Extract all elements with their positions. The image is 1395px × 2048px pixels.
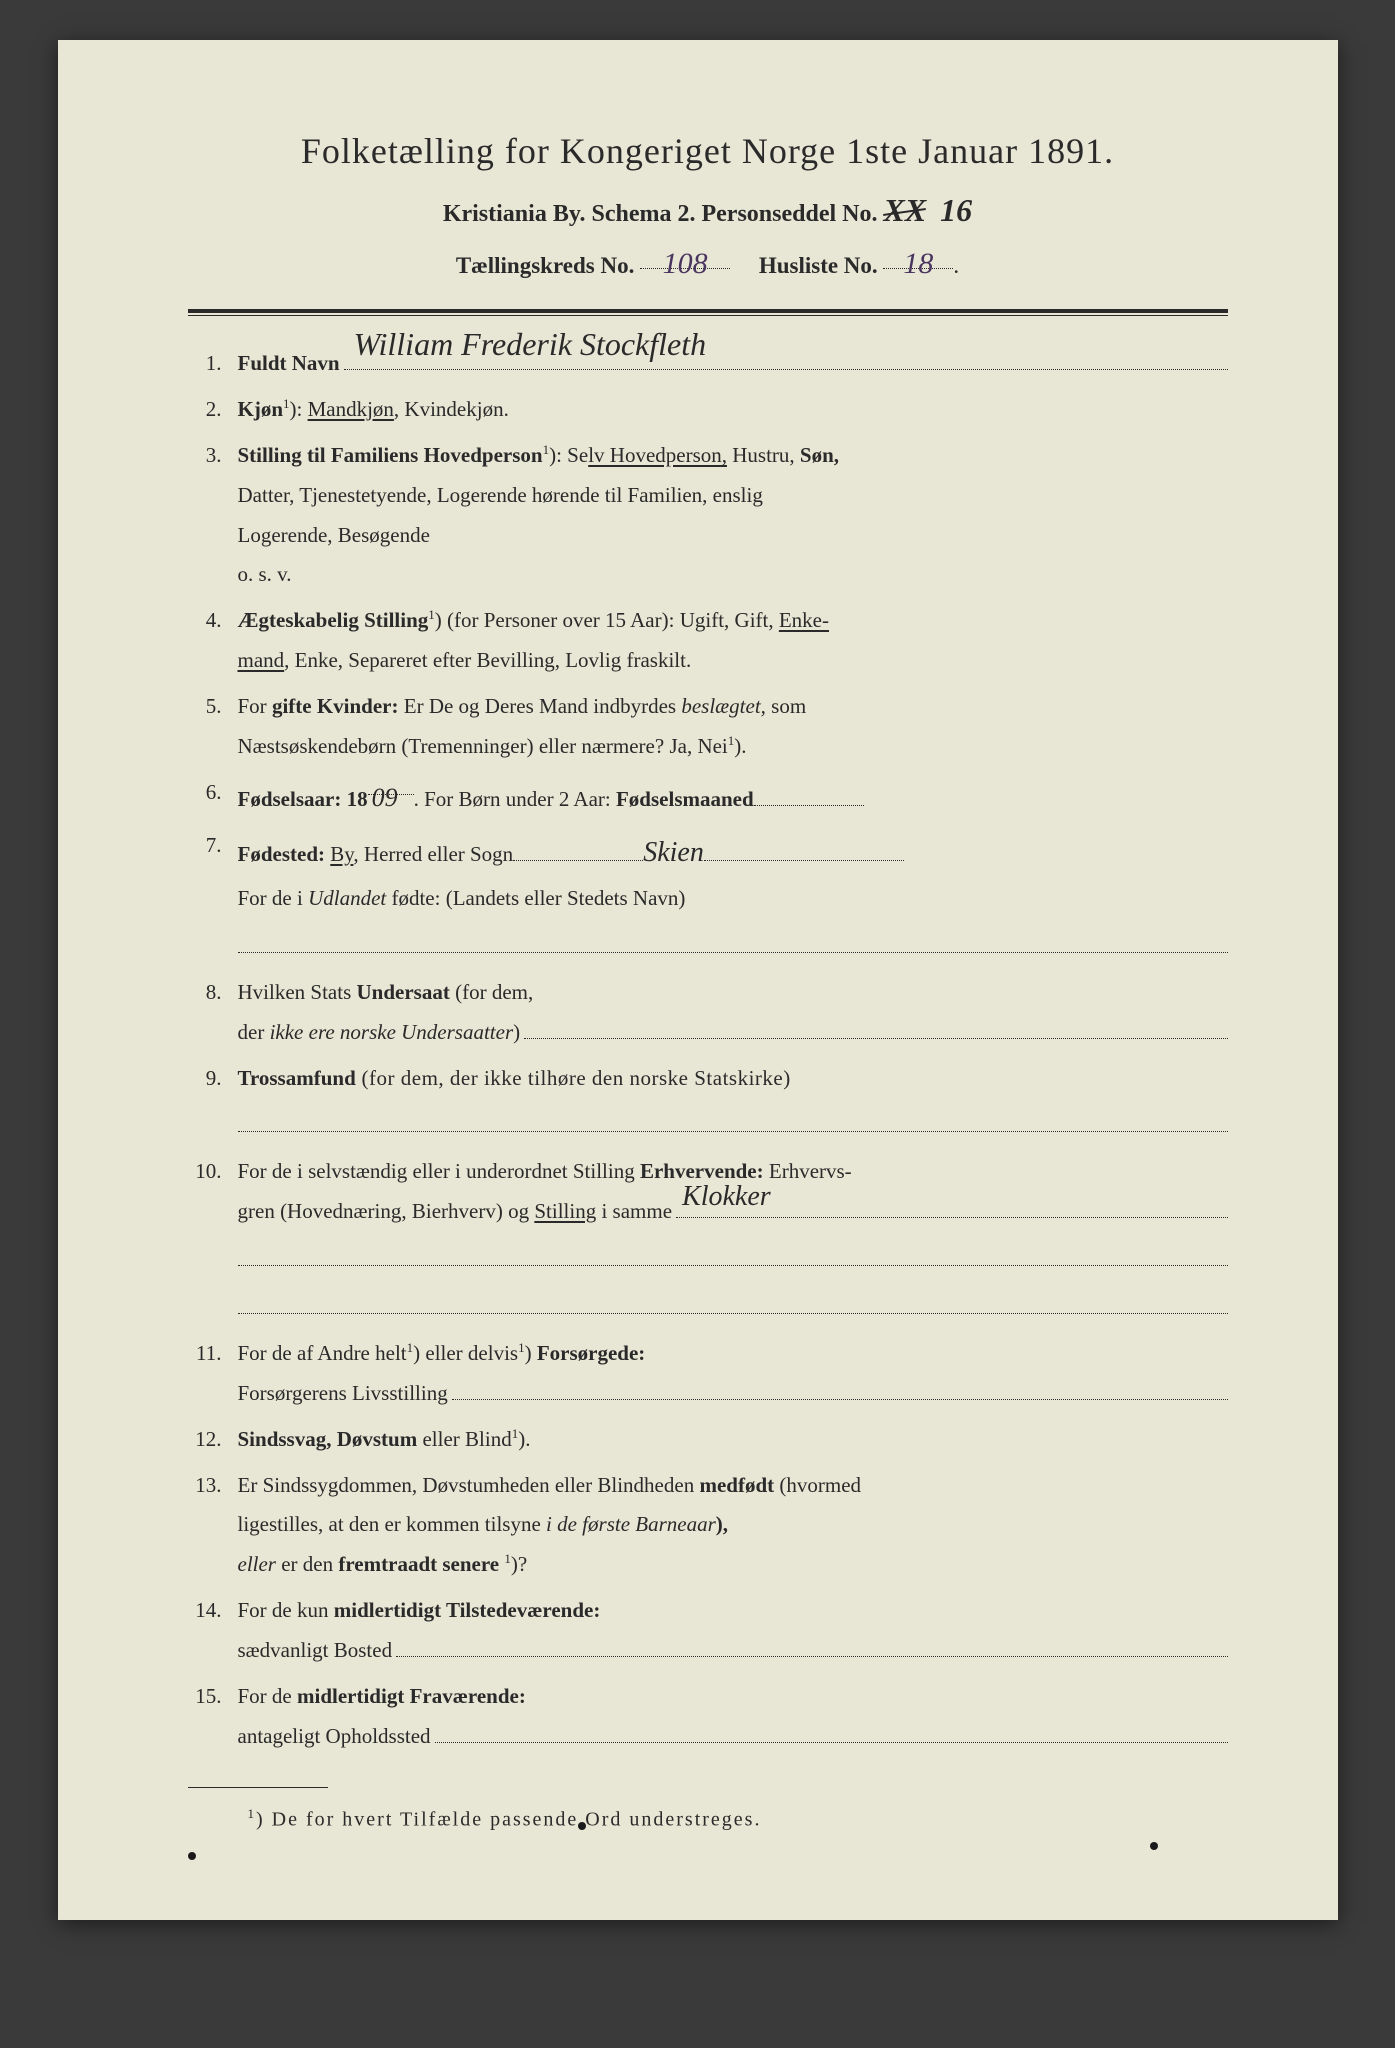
ink-dot [1150,1842,1158,1850]
title-sub-prefix: Kristiania By. Schema 2. Personseddel No… [443,201,878,227]
item-num: 1. [188,344,238,384]
title-main: Folketælling for Kongeriget Norge 1ste J… [188,130,1228,172]
item-3-selected: lv Hovedperson, [588,443,727,467]
footnote-rule [188,1787,328,1788]
item-num: 4. [188,601,238,641]
item-3-line2: Datter, Tjenestetyende, Logerende hørend… [238,483,763,507]
item-num: 14. [188,1591,238,1631]
ink-dot [188,1852,196,1860]
birthplace-value: Skien [643,837,704,868]
item-4-selected-a: Enke- [779,608,829,632]
item-6: 6. Fødselsaar: 1809. For Børn under 2 Aa… [188,773,1228,820]
birthyear-value: 09 [372,783,398,812]
item-2: 2. Kjøn1): Mandkjøn, Kvindekjøn. [188,390,1228,430]
taelling-no: 108 [663,247,708,280]
item-num: 7. [188,826,238,866]
item-4-selected-b: mand [238,648,285,672]
dotted-line [238,1110,1228,1132]
item-num: 3. [188,436,238,476]
item-11: 11. For de af Andre helt1) eller delvis1… [188,1334,1228,1414]
item-4-label: Ægteskabelig Stilling [238,608,429,632]
item-10: 10. For de i selvstændig eller i underor… [188,1152,1228,1328]
sup: 1 [283,396,290,411]
item-13: 13. Er Sindssygdommen, Døvstumheden elle… [188,1466,1228,1586]
item-num: 12. [188,1420,238,1460]
item-num: 11. [188,1334,238,1374]
item-1-label: Fuldt Navn [238,344,340,384]
occupation-value: Klokker [682,1170,771,1223]
item-2-selected: Mandkjøn [308,397,394,421]
dotted-line [238,1292,1228,1314]
item-num: 10. [188,1152,238,1192]
census-form-page: Folketælling for Kongeriget Norge 1ste J… [58,40,1338,1920]
item-num: 2. [188,390,238,430]
ink-dot [578,1822,586,1830]
item-12: 12. Sindssvag, Døvstum eller Blind1). [188,1420,1228,1460]
divider-top [188,309,1228,316]
item-4: 4. Ægteskabelig Stilling1) (for Personer… [188,601,1228,681]
dotted-line [238,1244,1228,1266]
title-sub: Kristiania By. Schema 2. Personseddel No… [188,192,1228,229]
personseddel-crossed: XX [883,192,926,229]
form-header: Folketælling for Kongeriget Norge 1ste J… [188,130,1228,279]
item-15: 15. For de midlertidigt Fraværende: anta… [188,1677,1228,1757]
item-7-selected: By [330,842,353,866]
personseddel-no: 16 [940,192,972,228]
title-kreds: Tællingskreds No. 108 Husliste No. 18. [188,247,1228,279]
footnote: 1) De for hvert Tilfælde passende Ord un… [188,1806,1228,1832]
husliste-label: Husliste No. [759,253,878,278]
fullname-value: William Frederik Stockfleth [354,314,707,375]
item-3-label: Stilling til Familiens Hovedperson [238,443,543,467]
item-9: 9. Trossamfund (for dem, der ikke tilhør… [188,1059,1228,1147]
item-8: 8. Hvilken Stats Undersaat (for dem, der… [188,973,1228,1053]
item-num: 15. [188,1677,238,1717]
item-3-line4: o. s. v. [238,562,292,586]
item-num: 13. [188,1466,238,1506]
item-num: 8. [188,973,238,1013]
item-3: 3. Stilling til Familiens Hovedperson1):… [188,436,1228,596]
item-2-label: Kjøn [238,397,284,421]
item-5: 5. For gifte Kvinder: Er De og Deres Man… [188,687,1228,767]
item-7: 7. Fødested: By, Herred eller SognSkien … [188,826,1228,967]
item-num: 9. [188,1059,238,1099]
item-num: 5. [188,687,238,727]
item-3-line3: Logerende, Besøgende [238,523,430,547]
item-num: 6. [188,773,238,813]
husliste-no: 18 [903,247,933,280]
item-14: 14. For de kun midlertidigt Tilstedevære… [188,1591,1228,1671]
item-1: 1. Fuldt Navn William Frederik Stockflet… [188,344,1228,384]
taelling-label: Tællingskreds No. [456,253,635,278]
form-body: 1. Fuldt Navn William Frederik Stockflet… [188,344,1228,1757]
dotted-line [238,931,1228,953]
